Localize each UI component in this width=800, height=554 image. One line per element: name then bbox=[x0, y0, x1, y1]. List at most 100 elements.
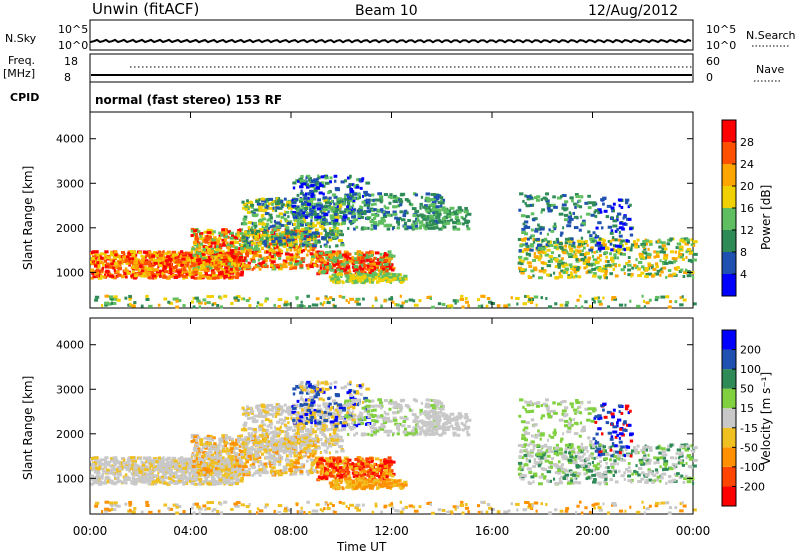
power-cell bbox=[296, 253, 299, 257]
power-cell bbox=[370, 274, 374, 278]
power-cell bbox=[211, 271, 216, 275]
power-cell bbox=[542, 245, 545, 249]
power-cell bbox=[613, 249, 618, 253]
power-cell bbox=[270, 255, 275, 259]
power-cell bbox=[619, 242, 623, 246]
power-cell bbox=[536, 244, 540, 248]
power-cell bbox=[311, 254, 316, 258]
power-cell bbox=[243, 215, 248, 219]
power-cell bbox=[425, 221, 429, 225]
power-cell bbox=[120, 255, 124, 259]
power-cell bbox=[283, 224, 287, 228]
power-cell bbox=[587, 206, 592, 210]
power-cell bbox=[572, 275, 576, 279]
velocity-cell bbox=[100, 475, 104, 479]
power-cell bbox=[587, 257, 591, 261]
power-cell bbox=[128, 297, 132, 301]
power-cell bbox=[657, 240, 662, 244]
velocity-cell bbox=[169, 462, 175, 466]
power-cell bbox=[380, 208, 384, 212]
power-cell bbox=[572, 241, 576, 245]
power-cell bbox=[289, 258, 294, 262]
power-cell bbox=[686, 240, 691, 244]
power-cell bbox=[360, 260, 363, 264]
power-cell bbox=[128, 263, 131, 267]
power-cell bbox=[577, 204, 580, 208]
power-cell bbox=[580, 223, 584, 227]
power-cell bbox=[315, 186, 320, 190]
power-cell bbox=[578, 199, 582, 203]
power-cell bbox=[630, 243, 636, 247]
power-cell bbox=[202, 248, 206, 252]
power-cell bbox=[286, 201, 292, 205]
power-cell bbox=[396, 303, 400, 307]
power-cell bbox=[580, 305, 584, 309]
power-cell bbox=[352, 209, 355, 213]
power-cell bbox=[100, 269, 104, 273]
power-cell bbox=[299, 191, 304, 195]
power-cell bbox=[247, 242, 251, 246]
power-cell bbox=[171, 250, 177, 254]
power-cell bbox=[538, 276, 543, 280]
power-cell bbox=[153, 268, 159, 272]
power-cell bbox=[348, 211, 352, 215]
power-cell bbox=[660, 295, 666, 299]
power-cell bbox=[238, 255, 243, 259]
velocity-cell bbox=[169, 471, 172, 475]
power-cell bbox=[302, 202, 307, 206]
power-cell bbox=[99, 274, 104, 278]
power-cell bbox=[380, 304, 383, 308]
power-cell bbox=[546, 273, 550, 277]
velocity-cell bbox=[93, 470, 98, 474]
power-cell bbox=[182, 304, 186, 308]
power-cell bbox=[279, 219, 283, 223]
power-cell bbox=[139, 260, 144, 264]
power-cell bbox=[119, 267, 122, 271]
power-cell bbox=[549, 259, 554, 263]
power-cell bbox=[253, 251, 257, 255]
velocity-cell bbox=[113, 471, 118, 475]
power-cell bbox=[229, 236, 234, 240]
power-cell bbox=[662, 250, 666, 254]
colorbar-tick-label: 20 bbox=[740, 180, 754, 193]
power-cell bbox=[532, 274, 535, 278]
power-cell bbox=[574, 252, 577, 256]
power-cell bbox=[331, 273, 337, 277]
power-cell bbox=[562, 226, 565, 230]
power-cell bbox=[236, 264, 240, 268]
power-cell bbox=[366, 273, 372, 277]
power-cell bbox=[192, 305, 196, 309]
power-cell bbox=[324, 201, 330, 205]
power-cell bbox=[229, 267, 233, 271]
power-cell bbox=[452, 221, 457, 225]
power-cell bbox=[173, 275, 179, 279]
power-cell bbox=[261, 261, 266, 265]
power-cell bbox=[227, 256, 231, 260]
power-cell bbox=[262, 239, 267, 243]
power-cell bbox=[220, 262, 226, 266]
power-cell bbox=[612, 209, 615, 213]
velocity-cell bbox=[95, 471, 100, 475]
power-cell bbox=[574, 249, 579, 253]
power-cell bbox=[390, 300, 395, 304]
power-cell bbox=[546, 248, 551, 252]
power-cell bbox=[343, 268, 348, 272]
power-cell bbox=[530, 243, 535, 247]
power-cell bbox=[300, 257, 304, 261]
power-cell bbox=[592, 231, 596, 235]
power-cell bbox=[195, 234, 199, 238]
power-cell bbox=[654, 298, 659, 302]
power-cell bbox=[456, 299, 460, 303]
power-cell bbox=[348, 252, 352, 256]
power-cell bbox=[242, 267, 246, 271]
power-cell bbox=[424, 218, 428, 222]
power-cell bbox=[399, 210, 404, 214]
power-cell bbox=[138, 269, 141, 273]
power-cell bbox=[434, 220, 440, 224]
power-cell bbox=[625, 239, 629, 243]
power-cell bbox=[357, 214, 362, 218]
power-cell bbox=[203, 230, 208, 234]
velocity-cell bbox=[171, 456, 177, 460]
power-cell bbox=[347, 217, 350, 221]
power-cell bbox=[671, 257, 676, 261]
